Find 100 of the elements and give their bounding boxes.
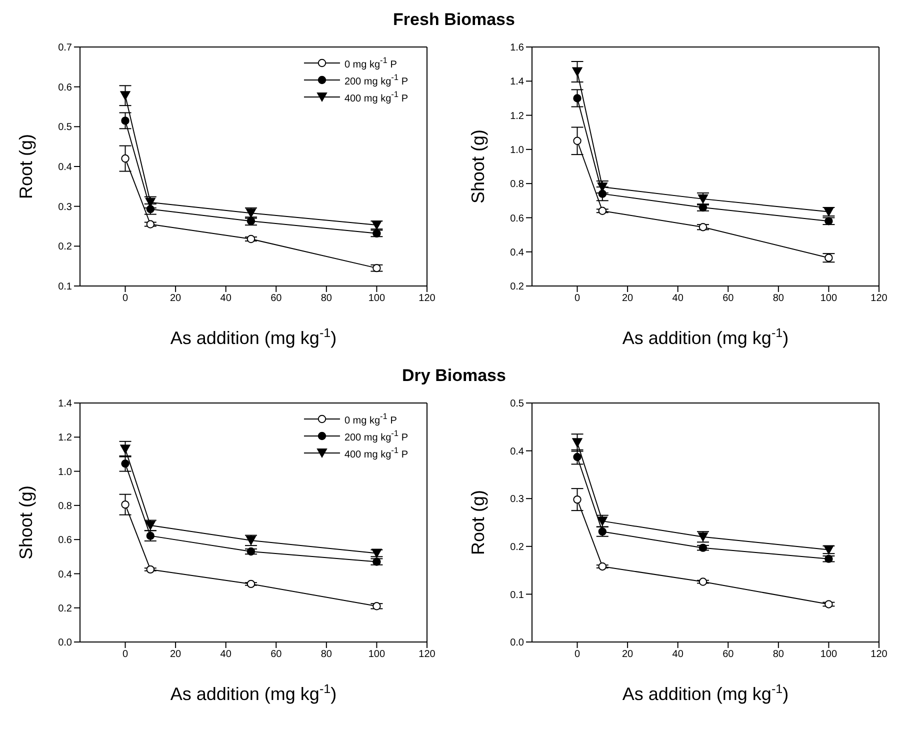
x-tick-label: 100 [368,649,386,660]
y-axis-title: Shoot (g) [16,485,36,560]
y-tick-label: 1.0 [510,144,524,156]
y-tick-label: 0.6 [58,535,72,546]
point [572,438,582,448]
point [146,565,155,574]
legend-label: 0 mg kg$^{-1}$ P [344,54,397,70]
x-tick-label: 100 [820,649,838,660]
y-axis-title: Root (g) [468,490,488,556]
y-tick-label: 0.5 [510,398,524,410]
y-tick-label: 0.1 [510,590,524,601]
y-tick-label: 1.2 [510,110,524,122]
y-tick-label: 0.6 [510,213,524,224]
x-tick-label: 80 [320,649,332,660]
point [372,602,381,610]
x-tick-label: 60 [270,293,282,304]
x-axis-title: As addition (mg kg$^{-1}$) [170,682,337,704]
x-tick-label: 20 [622,293,634,304]
legend-label: 400 mg kg$^{-1}$ P [344,88,408,104]
point [573,452,582,462]
point [598,190,607,198]
x-axis-title: As addition (mg kg$^{-1}$) [622,326,789,348]
x-tick-label: 80 [772,649,784,660]
x-tick-label: 40 [220,649,232,660]
y-tick-label: 1.2 [58,432,72,444]
x-tick-label: 120 [418,293,436,304]
x-axis-title: As addition (mg kg$^{-1}$) [622,682,789,704]
point [121,460,130,468]
point [598,562,607,571]
y-tick-label: 1.4 [58,398,72,410]
y-tick-label: 0.7 [58,42,72,54]
point [824,217,833,226]
y-tick-label: 0.1 [58,282,72,293]
point [572,67,582,76]
point [372,264,381,272]
y-tick-label: 0.2 [58,603,72,614]
y-tick-label: 0.4 [58,569,72,580]
point [246,547,256,556]
y-tick-label: 0.4 [510,247,524,258]
x-axis-title: As addition (mg kg$^{-1}$) [170,326,337,348]
x-tick-label: 80 [772,293,784,304]
y-tick-label: 0.2 [510,542,524,553]
point [120,444,130,454]
x-tick-label: 0 [122,293,128,304]
x-tick-label: 40 [672,293,684,304]
x-tick-label: 0 [574,649,580,660]
point [824,254,833,262]
point [246,234,256,244]
y-tick-label: 0.8 [510,179,524,190]
point [121,500,130,509]
y-tick-label: 1.6 [510,42,524,54]
x-tick-label: 60 [722,649,734,660]
point [246,580,256,588]
chart-title: Fresh Biomass [393,10,515,29]
x-tick-label: 100 [368,293,386,304]
y-tick-label: 0.0 [510,638,524,649]
x-tick-label: 60 [722,293,734,304]
y-tick-label: 0.2 [510,282,524,293]
y-tick-label: 0.8 [58,500,72,512]
x-tick-label: 40 [672,649,684,660]
x-tick-label: 20 [170,293,182,304]
x-tick-label: 20 [622,649,634,660]
x-tick-label: 120 [418,649,436,660]
point [573,495,582,504]
legend-label: 400 mg kg$^{-1}$ P [344,444,408,460]
point [146,220,155,228]
point [146,205,155,214]
y-tick-label: 0.5 [58,122,72,134]
point [573,94,582,102]
point [372,558,381,566]
point [698,578,708,586]
y-tick-label: 0.4 [510,446,524,458]
x-tick-label: 40 [220,293,232,304]
y-tick-label: 0.6 [58,82,72,94]
legend-label: 200 mg kg$^{-1}$ P [344,72,408,88]
y-tick-label: 0.2 [58,242,72,253]
x-tick-label: 0 [122,649,128,660]
x-tick-label: 80 [320,293,332,304]
chart-title: Dry Biomass [402,366,506,385]
point [120,91,130,100]
point [824,554,833,563]
y-axis-title: Shoot (g) [468,129,488,204]
point [573,136,582,145]
legend-label: 0 mg kg$^{-1}$ P [344,410,397,426]
y-tick-label: 0.4 [58,162,72,174]
y-tick-label: 1.4 [510,76,524,88]
x-tick-label: 120 [870,649,888,660]
y-tick-label: 1.0 [58,466,72,478]
point [246,216,256,226]
point [698,544,708,552]
y-tick-label: 0.0 [58,638,72,649]
x-tick-label: 60 [270,649,282,660]
x-tick-label: 100 [820,293,838,304]
point [698,223,708,232]
x-tick-label: 120 [870,293,888,304]
x-tick-label: 20 [170,649,182,660]
point [372,229,381,238]
point [824,600,833,608]
point [598,206,607,215]
legend-label: 200 mg kg$^{-1}$ P [344,428,408,444]
